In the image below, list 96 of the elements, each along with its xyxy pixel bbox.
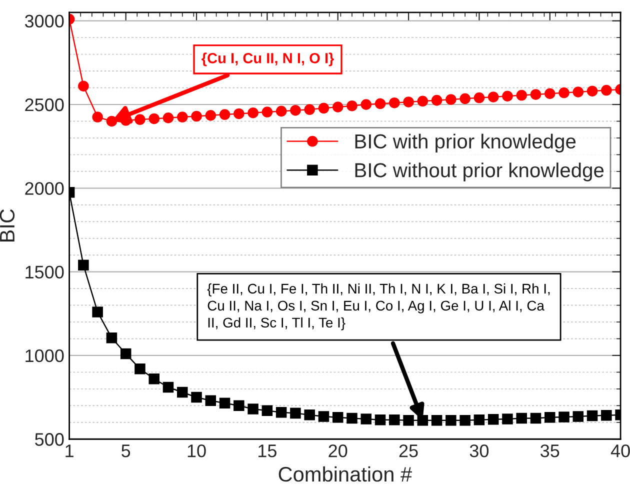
legend-label: BIC without prior knowledge xyxy=(355,162,604,182)
point xyxy=(191,392,202,403)
point xyxy=(403,415,414,426)
point xyxy=(346,100,358,112)
point xyxy=(318,102,330,114)
point xyxy=(219,398,230,409)
point xyxy=(460,93,470,104)
x-tick-label: 10 xyxy=(188,444,206,458)
point xyxy=(148,374,160,384)
point xyxy=(106,116,118,127)
point xyxy=(572,411,584,422)
y-tick-label: 2500 xyxy=(25,98,64,112)
point xyxy=(389,414,400,426)
point xyxy=(360,99,372,110)
point xyxy=(586,410,598,422)
point xyxy=(601,84,612,96)
point xyxy=(134,114,146,125)
point xyxy=(78,80,89,92)
point xyxy=(148,113,160,124)
y-tick-label: 1000 xyxy=(26,349,64,362)
point xyxy=(205,110,216,121)
point xyxy=(417,96,428,107)
point xyxy=(162,382,174,393)
point xyxy=(346,412,358,424)
point xyxy=(516,412,527,424)
point xyxy=(403,96,414,108)
y-tick-label: 3000 xyxy=(24,14,64,28)
x-tick-label: 30 xyxy=(470,444,489,458)
point xyxy=(290,104,301,116)
point xyxy=(360,414,372,424)
point xyxy=(572,86,584,98)
annotation: {Cu I, Cu II, N I, O I} xyxy=(202,52,334,66)
point xyxy=(474,414,485,426)
x-tick-label: 20 xyxy=(328,444,348,458)
point xyxy=(446,94,456,105)
point xyxy=(332,102,344,112)
point xyxy=(304,104,315,115)
point xyxy=(601,410,612,421)
point xyxy=(530,412,542,424)
point xyxy=(276,406,287,418)
point xyxy=(262,405,273,416)
point xyxy=(78,260,89,270)
point xyxy=(106,332,118,344)
point xyxy=(474,92,485,104)
point xyxy=(120,348,132,360)
annotation: {Fe II, Cu I, Fe I, Th II, Ni II, Th I, N I, K I, Ba I, Si I, Rh I, Cu II, Na I, Os I, Sn I, Eu I, Co I, Ag I, Ge I, U I, Al I, Ca II, Gd II, Sc I, Tl I, Te I} xyxy=(207,283,550,330)
point xyxy=(558,87,570,98)
x-tick-label: 40 xyxy=(610,444,630,458)
point xyxy=(488,92,499,102)
point xyxy=(389,97,400,108)
point xyxy=(205,395,216,406)
x-tick-label: 25 xyxy=(399,444,418,458)
point xyxy=(417,415,428,426)
point xyxy=(332,412,344,423)
point xyxy=(234,400,244,412)
point xyxy=(248,404,258,414)
point xyxy=(191,110,202,122)
x-tick-label: 15 xyxy=(258,444,276,458)
point xyxy=(530,89,542,100)
point xyxy=(586,86,598,96)
y-tick-label: 1500 xyxy=(26,266,64,279)
point xyxy=(276,106,287,117)
point xyxy=(502,90,513,102)
point xyxy=(92,306,103,318)
point xyxy=(502,414,513,424)
point xyxy=(219,109,230,120)
point xyxy=(318,411,330,422)
point xyxy=(162,112,174,124)
point xyxy=(431,415,442,426)
point xyxy=(134,363,146,374)
legend-label: BIC with prior knowledge xyxy=(355,134,576,152)
point xyxy=(544,88,556,99)
x-tick-label: 1 xyxy=(66,444,74,458)
point xyxy=(488,414,499,425)
point xyxy=(304,409,315,420)
y-axis-title: BIC xyxy=(0,209,15,242)
point xyxy=(374,98,386,110)
point xyxy=(460,415,470,426)
x-axis-title: Combination # xyxy=(278,466,412,482)
point xyxy=(516,90,527,101)
point xyxy=(92,112,103,122)
point xyxy=(176,112,188,122)
point xyxy=(248,107,258,118)
point xyxy=(374,414,386,426)
x-tick-label: 35 xyxy=(540,444,560,458)
point xyxy=(431,94,442,106)
point xyxy=(446,415,456,426)
x-tick-label: 5 xyxy=(122,444,130,458)
point xyxy=(544,412,556,423)
point xyxy=(290,408,301,419)
y-tick-label: 2000 xyxy=(25,182,64,195)
point xyxy=(558,412,570,422)
point xyxy=(262,106,273,118)
y-tick-label: 500 xyxy=(35,433,64,446)
point xyxy=(234,108,244,120)
point xyxy=(176,386,188,398)
